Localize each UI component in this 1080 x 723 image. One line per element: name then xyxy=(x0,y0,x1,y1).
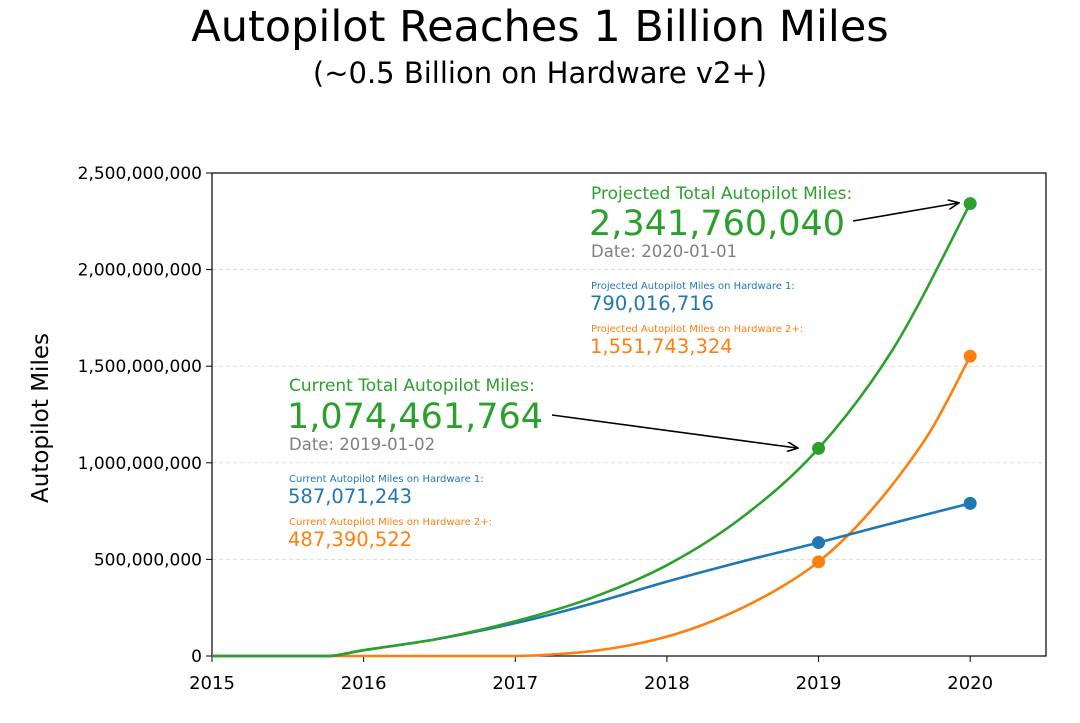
y-axis-label: Autopilot Miles xyxy=(28,333,54,503)
current-hw2-value: 487,390,522 xyxy=(288,528,412,551)
projected-arrow xyxy=(852,203,958,222)
y-tick-label: 2,000,000,000 xyxy=(78,261,202,281)
y-tick-label: 1,500,000,000 xyxy=(78,357,202,377)
x-tick-label: 2017 xyxy=(492,673,538,694)
axis-ticks: 0 500,000,000 1,000,000,000 1,500,000,000 2,… xyxy=(78,164,993,694)
current-hw2-label: Current Autopilot Miles on Hardware 2+: xyxy=(289,517,492,528)
current-arrow xyxy=(551,414,797,448)
projected-total-value: 2,341,760,040 xyxy=(589,204,845,244)
series-layer xyxy=(212,197,977,658)
x-tick-label: 2019 xyxy=(796,673,842,694)
chart-title: Autopilot Reaches 1 Billion Miles xyxy=(191,2,889,52)
y-tick-label: 500,000,000 xyxy=(94,550,202,570)
x-tick-label: 2018 xyxy=(644,673,690,694)
projected-hw1-value: 790,016,716 xyxy=(590,292,714,315)
current-hw1-label: Current Autopilot Miles on Hardware 1: xyxy=(289,474,484,485)
series-line xyxy=(212,355,972,658)
y-tick-label: 2,500,000,000 xyxy=(78,164,202,184)
plot-area xyxy=(211,172,1047,657)
current-date: Date: 2019-01-02 xyxy=(289,435,435,454)
x-tick-label: 2020 xyxy=(947,673,993,694)
series-line xyxy=(212,202,972,658)
current-total-value: 1,074,461,764 xyxy=(287,397,543,437)
data-point xyxy=(963,197,977,211)
y-tick-label: 1,000,000,000 xyxy=(78,454,202,474)
chart-subtitle: (~0.5 Billion on Hardware v2+) xyxy=(312,56,768,90)
current-annotation: Current Total Autopilot Miles: 1,074,461… xyxy=(287,376,797,551)
data-point xyxy=(812,536,826,550)
projected-total-header: Projected Total Autopilot Miles: xyxy=(591,184,852,204)
projected-date: Date: 2020-01-01 xyxy=(591,242,737,261)
data-point xyxy=(963,496,977,510)
projected-hw2-value: 1,551,743,324 xyxy=(590,335,733,358)
data-point xyxy=(963,349,977,363)
data-point xyxy=(812,441,826,455)
projected-hw2-label: Projected Autopilot Miles on Hardware 2+… xyxy=(591,324,803,335)
x-tick-label: 2016 xyxy=(341,673,387,694)
current-total-header: Current Total Autopilot Miles: xyxy=(289,376,535,396)
projected-annotation: Projected Total Autopilot Miles: 2,341,7… xyxy=(589,184,958,358)
data-point xyxy=(812,555,826,569)
grid-layer xyxy=(212,269,1046,560)
x-tick-label: 2015 xyxy=(189,673,235,694)
projected-hw1-label: Projected Autopilot Miles on Hardware 1: xyxy=(591,281,795,292)
y-tick-label: 0 xyxy=(191,647,202,667)
current-hw1-value: 587,071,243 xyxy=(288,485,412,508)
